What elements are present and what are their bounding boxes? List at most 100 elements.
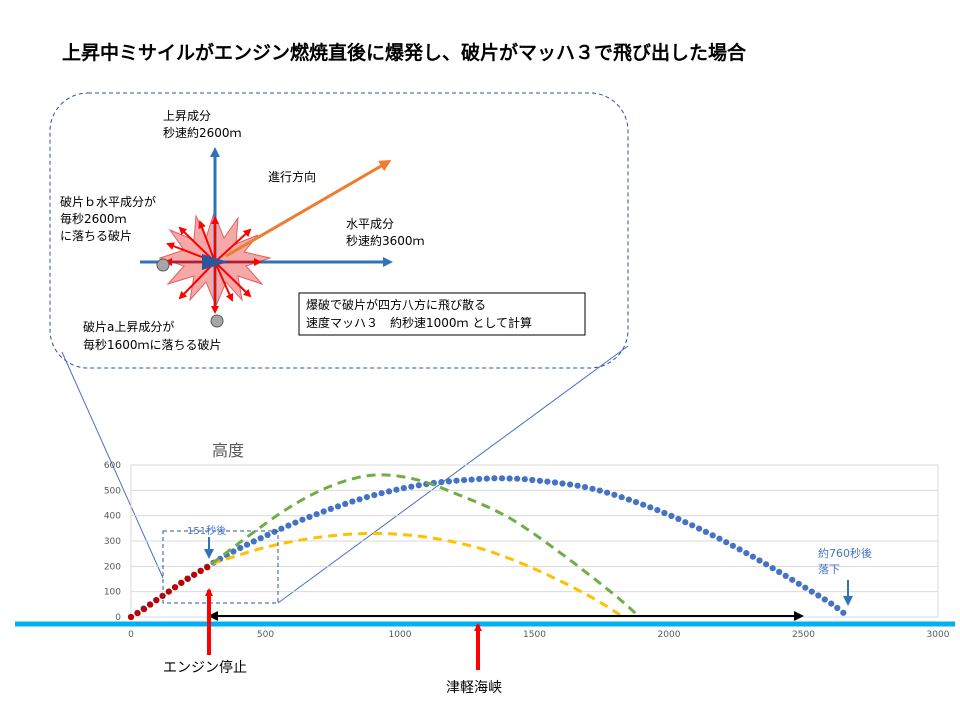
trajectory-point — [250, 538, 257, 545]
chart-title: 高度 — [212, 441, 244, 460]
trajectory-point — [808, 588, 815, 595]
boost-point — [197, 567, 204, 575]
y-tick-label: 400 — [104, 512, 121, 522]
boost-point — [184, 575, 191, 582]
boost-point — [171, 584, 179, 591]
trajectory-point — [709, 532, 716, 539]
trajectory-point — [789, 576, 796, 583]
trajectory-point — [675, 515, 682, 523]
trajectory-point — [795, 580, 802, 587]
trajectory-point — [559, 480, 566, 487]
trajectory-point — [356, 496, 363, 503]
trajectory-point — [729, 542, 737, 549]
trajectory-point — [536, 477, 544, 484]
trajectory-point — [611, 491, 618, 498]
trajectory-point — [661, 509, 668, 517]
trajectory-point — [776, 568, 783, 576]
trajectory-point — [821, 596, 828, 603]
trajectory-point — [521, 476, 528, 483]
boost-point — [127, 613, 135, 621]
trajectory-point — [763, 561, 770, 568]
trajectory-point — [491, 475, 498, 482]
direction-label: 進行方向 — [268, 169, 316, 184]
trajectory-point — [529, 476, 536, 484]
trajectory-point — [468, 476, 475, 483]
trajectory-point — [306, 513, 313, 521]
inset-frame — [49, 92, 629, 369]
y-tick-label: 0 — [115, 613, 121, 623]
x-tick-label: 1500 — [523, 630, 546, 640]
trajectory-point — [415, 482, 422, 489]
strait-label: 津軽海峡 — [446, 680, 502, 696]
trajectory-point — [313, 511, 320, 518]
boost-point — [140, 606, 148, 613]
trajectory-point — [243, 541, 251, 548]
boost-point — [147, 601, 154, 608]
x-tick-label: 0 — [128, 630, 134, 640]
trajectory-point — [445, 478, 452, 485]
fragment-a-curve — [211, 531, 625, 619]
trajectory-point — [834, 604, 841, 612]
x-tick-label: 2500 — [792, 630, 815, 640]
annotation-151: 151秒後 — [187, 524, 226, 537]
trajectory-point — [378, 490, 385, 497]
direction-arrow — [225, 159, 392, 258]
engine-stop-label: エンジン停止 — [163, 659, 247, 676]
trajectory-point — [551, 479, 559, 486]
trajectory-point — [668, 512, 675, 520]
trajectory-point — [327, 505, 334, 512]
trajectory-point — [632, 499, 640, 506]
trajectory-point — [385, 488, 393, 495]
trajectory-point — [363, 494, 370, 501]
trajectory-point — [567, 481, 574, 488]
trajectory-point — [743, 550, 750, 557]
note-box — [298, 292, 586, 336]
y-tick-label: 200 — [104, 562, 121, 572]
trajectory-point — [589, 485, 596, 492]
trajectory-point — [828, 600, 835, 607]
trajectory-point — [237, 544, 244, 552]
trajectory-point — [574, 482, 581, 489]
trajectory-point — [581, 484, 589, 491]
trajectory-point — [271, 528, 278, 535]
fragment-b-piece — [156, 258, 170, 272]
trajectory-point — [278, 525, 285, 532]
trajectory-point — [596, 487, 603, 494]
boost-point — [204, 564, 211, 571]
fragment-b-curve — [210, 473, 641, 619]
trajectory-point — [400, 485, 407, 492]
trajectory-point — [647, 504, 654, 511]
trajectory-point — [285, 522, 292, 529]
horizontal-component-label: 水平成分 秒速約3600ｍ — [346, 217, 425, 248]
trajectory-point — [393, 486, 400, 493]
trajectory-point — [769, 565, 776, 572]
trajectory-point — [689, 522, 696, 529]
trajectory-point — [696, 525, 703, 532]
y-tick-label: 100 — [104, 588, 121, 598]
x-tick-label: 3000 — [927, 630, 950, 640]
trajectory-point — [292, 519, 299, 526]
trajectory-point — [702, 528, 710, 536]
boost-point — [134, 610, 141, 617]
y-tick-label: 600 — [104, 461, 121, 471]
x-tick-label: 500 — [257, 630, 274, 640]
trajectory-point — [716, 535, 723, 542]
trajectory-point — [299, 516, 306, 523]
trajectory-point — [349, 498, 356, 505]
trajectory-point — [782, 572, 789, 580]
trajectory-point — [749, 553, 757, 560]
trajectory-point — [438, 479, 445, 486]
trajectory-point — [257, 535, 264, 542]
trajectory-point — [640, 501, 647, 508]
trajectory-point — [802, 584, 809, 591]
x-tick-label: 2000 — [658, 630, 681, 640]
fragment-b-label: 破片ｂ水平成分が 毎秒2600ｍ に落ちる破片 — [60, 194, 160, 243]
trajectory-point — [625, 496, 633, 503]
page-title: 上昇中ミサイルがエンジン燃焼直後に爆発し、破片がマッハ３で飛び出した場合 — [62, 42, 747, 64]
trajectory-point — [320, 508, 327, 515]
y-tick-label: 500 — [104, 486, 121, 496]
trajectory-point — [453, 477, 460, 484]
trajectory-point — [334, 503, 342, 510]
trajectory-point — [461, 477, 468, 484]
